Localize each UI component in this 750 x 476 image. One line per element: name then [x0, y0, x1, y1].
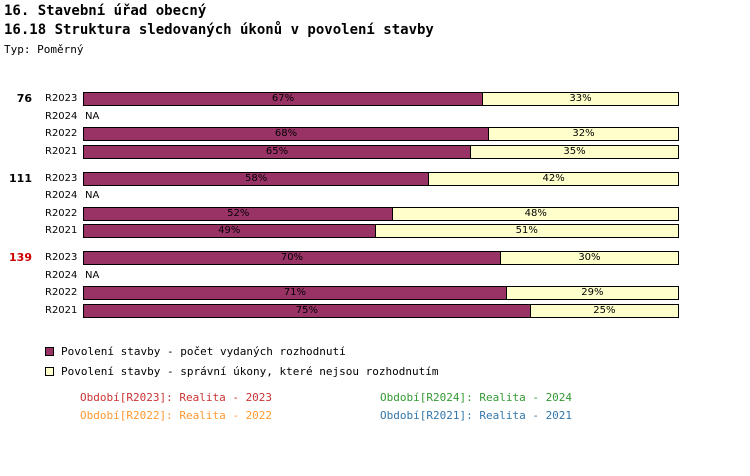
bar-segment-non-decision-acts: 35% [470, 144, 679, 159]
row-label-76-r2022: R2022 [45, 128, 78, 139]
stacked-bar-76-r2021: 65% 35% [83, 144, 680, 159]
period-link-r2024[interactable]: Období[R2024]: Realita - 2024 [380, 391, 573, 404]
bar-segment-non-decision-acts: 29% [505, 286, 679, 300]
bar-segment-non-decision-acts: 42% [428, 171, 679, 186]
legend-label-decisions: Povolení stavby - počet vydaných rozhodn… [61, 345, 346, 358]
legend-swatch-non-decision-acts [45, 367, 54, 376]
period-link-r2021[interactable]: Období[R2021]: Realita - 2021 [380, 409, 573, 422]
bar-segment-non-decision-acts: 30% [499, 251, 679, 265]
stacked-bar-139-r2023: 70% 30% [83, 251, 680, 265]
row-label-139-r2021: R2021 [45, 304, 78, 316]
bar-segment-decisions: 70% [83, 251, 501, 265]
row-label-76-r2021: R2021 [45, 145, 78, 157]
na-label-111-r2024: NA [85, 190, 100, 201]
bar-segment-decisions: 68% [83, 127, 489, 141]
row-label-76-r2024: R2024 [45, 110, 78, 122]
stacked-bar-76-r2023: 67% 33% [83, 92, 680, 106]
group-id-139: 139 [9, 251, 32, 264]
type-label: Typ: Poměrný [4, 43, 84, 56]
bar-segment-non-decision-acts: 25% [529, 303, 679, 318]
bar-segment-non-decision-acts: 51% [374, 224, 679, 238]
legend-item-non-decision-acts: Povolení stavby - správní úkony, které n… [45, 365, 439, 378]
row-label-139-r2023: R2023 [45, 252, 78, 263]
bar-segment-non-decision-acts: 33% [481, 92, 679, 106]
row-label-139-r2024: R2024 [45, 269, 78, 281]
group-id-76: 76 [16, 92, 32, 105]
bar-segment-decisions: 67% [83, 92, 483, 106]
stacked-bar-139-r2022: 71% 29% [83, 286, 680, 300]
row-label-111-r2022: R2022 [45, 207, 78, 219]
bar-segment-non-decision-acts: 32% [487, 127, 679, 141]
bar-segment-decisions: 49% [83, 224, 376, 238]
period-link-r2022[interactable]: Období[R2022]: Realita - 2022 [80, 409, 273, 422]
bar-segment-decisions: 58% [83, 171, 430, 186]
bar-segment-decisions: 71% [83, 286, 507, 300]
row-label-111-r2023: R2023 [45, 172, 78, 184]
period-link-r2023[interactable]: Období[R2023]: Realita - 2023 [80, 391, 273, 404]
group-id-111: 111 [9, 171, 32, 185]
na-label-76-r2024: NA [85, 110, 100, 122]
legend-item-decisions: Povolení stavby - počet vydaných rozhodn… [45, 345, 346, 358]
report-subtitle: 16.18 Struktura sledovaných úkonů v povo… [4, 22, 434, 38]
bar-segment-decisions: 75% [83, 303, 531, 318]
bar-segment-decisions: 65% [83, 144, 472, 159]
stacked-bar-139-r2021: 75% 25% [83, 303, 680, 318]
na-label-139-r2024: NA [85, 269, 100, 281]
legend-label-non-decision-acts: Povolení stavby - správní úkony, které n… [61, 365, 439, 378]
row-label-76-r2023: R2023 [45, 93, 78, 104]
stacked-bar-111-r2023: 58% 42% [83, 171, 680, 186]
bar-segment-decisions: 52% [83, 206, 394, 221]
row-label-139-r2022: R2022 [45, 287, 78, 298]
stacked-bar-111-r2022: 52% 48% [83, 206, 680, 221]
bar-segment-non-decision-acts: 48% [392, 206, 679, 221]
row-label-111-r2024: R2024 [45, 190, 78, 201]
report-title: 16. Stavební úřad obecný [4, 3, 207, 19]
stacked-bar-111-r2021: 49% 51% [83, 224, 680, 238]
legend-swatch-decisions [45, 347, 54, 356]
row-label-111-r2021: R2021 [45, 225, 78, 236]
stacked-bar-76-r2022: 68% 32% [83, 127, 680, 141]
